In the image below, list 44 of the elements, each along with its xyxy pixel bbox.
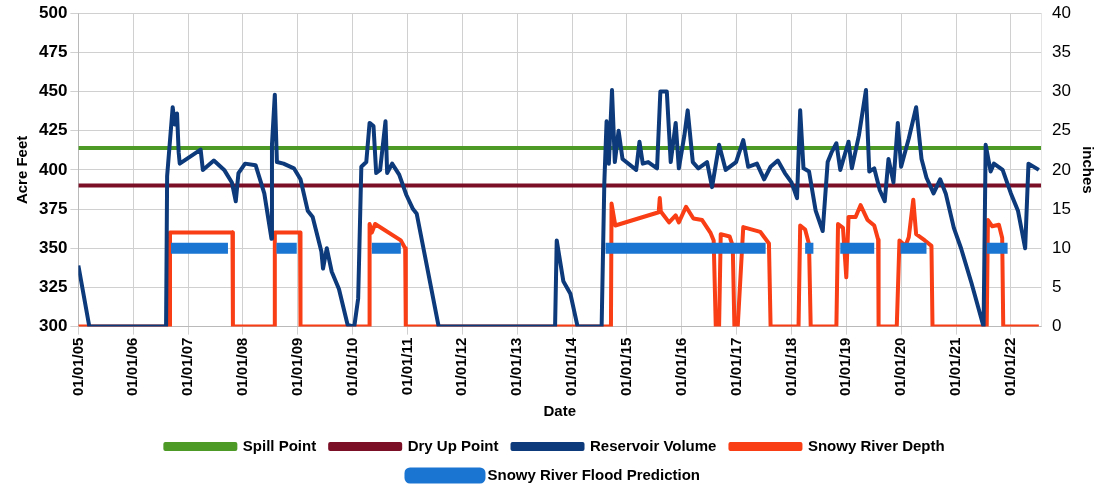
y2-tick-label: 40 <box>1052 2 1072 22</box>
x-tick-label: 01/01/08 <box>232 337 250 396</box>
y2-tick-label: 30 <box>1052 81 1072 101</box>
x-tick-label: 01/01/22 <box>1001 337 1019 396</box>
y2-tick-label: 10 <box>1052 237 1072 257</box>
y2-tick-label: 0 <box>1052 316 1062 336</box>
x-tick-label: 01/01/07 <box>178 337 196 396</box>
y2-tick-label: 15 <box>1052 198 1072 218</box>
y-tick-label: 500 <box>38 2 68 22</box>
x-tick-label: 01/01/18 <box>781 337 799 396</box>
legend-label: Snowy River Flood Prediction <box>487 465 701 483</box>
x-tick-label: 01/01/14 <box>562 336 580 396</box>
x-tick-label: 01/01/12 <box>452 337 470 396</box>
y-tick-label: 325 <box>38 277 68 297</box>
y-tick-label: 300 <box>38 316 68 336</box>
y2-axis-title: inches <box>1079 146 1097 194</box>
x-tick-label: 01/01/11 <box>397 337 415 396</box>
x-tick-label: 01/01/16 <box>671 337 689 396</box>
legend-label: Snowy River Depth <box>807 436 945 454</box>
x-tick-label: 01/01/20 <box>891 337 909 396</box>
y-tick-label: 350 <box>38 237 68 257</box>
y-tick-label: 425 <box>38 120 68 140</box>
y2-tick-label: 35 <box>1052 42 1072 62</box>
x-tick-label: 01/01/13 <box>507 337 525 396</box>
y-tick-label: 375 <box>38 198 68 218</box>
x-tick-label: 01/01/19 <box>836 337 854 396</box>
y-tick-label: 450 <box>38 81 68 101</box>
legend-label: Spill Point <box>242 436 317 454</box>
y-tick-label: 400 <box>38 159 68 179</box>
y2-tick-label: 5 <box>1052 277 1062 297</box>
x-tick-label: 01/01/10 <box>342 337 360 396</box>
legend-label: Dry Up Point <box>407 436 499 454</box>
y2-tick-label: 25 <box>1052 120 1072 140</box>
x-tick-label: 01/01/17 <box>726 337 744 396</box>
x-tick-label: 01/01/09 <box>287 337 305 396</box>
y-axis-title: Acre Feet <box>13 135 31 205</box>
x-tick-label: 01/01/06 <box>123 337 141 396</box>
x-tick-label: 01/01/05 <box>68 337 86 396</box>
y2-tick-label: 20 <box>1052 159 1072 179</box>
legend-label: Reservoir Volume <box>590 436 717 454</box>
x-tick-label: 01/01/15 <box>617 337 634 396</box>
y-tick-label: 475 <box>38 42 68 62</box>
x-axis-title: Date <box>543 402 576 420</box>
x-tick-label: 01/01/21 <box>946 337 964 396</box>
